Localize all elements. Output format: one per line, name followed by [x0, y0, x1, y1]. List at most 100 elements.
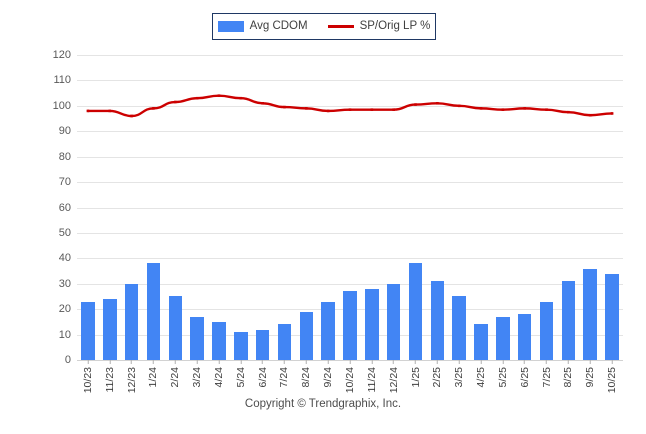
x-tick-mark: [480, 360, 482, 364]
bar[interactable]: [539, 301, 554, 360]
x-tick-label: 3/24: [190, 367, 203, 388]
line-path: [86, 94, 614, 118]
bar[interactable]: [408, 263, 423, 360]
x-tick-label: 10/24: [343, 367, 356, 394]
y-tick-label: 110: [53, 74, 71, 87]
x-tick-label: 6/25: [518, 367, 531, 388]
line-point-marker[interactable]: [108, 109, 112, 113]
x-tick-mark: [196, 360, 198, 364]
line-series-sp-orig-lp: [77, 55, 623, 360]
gridline: 60: [59, 202, 623, 214]
line-point-marker[interactable]: [523, 107, 527, 110]
y-tick-label: 100: [52, 99, 71, 112]
legend-label-sp-orig-lp: SP/Orig LP %: [359, 19, 431, 32]
x-tick-mark: [567, 360, 569, 364]
bar-series-avg-cdom: [77, 55, 623, 360]
line-point-marker[interactable]: [457, 104, 461, 108]
bar[interactable]: [146, 263, 161, 360]
x-tick-label: 4/24: [212, 367, 225, 388]
bar[interactable]: [190, 316, 204, 360]
line-point-marker[interactable]: [195, 96, 199, 100]
line-point-marker[interactable]: [501, 108, 505, 111]
y-tick-label: 10: [58, 328, 71, 341]
x-tick-label: 7/24: [278, 367, 291, 388]
x-tick-label: 3/25: [452, 367, 465, 388]
bar[interactable]: [124, 283, 139, 360]
x-tick-label: 5/25: [496, 367, 509, 388]
line-point-marker[interactable]: [348, 108, 352, 111]
x-tick: 2/24: [169, 360, 181, 387]
y-tick-label: 70: [58, 176, 71, 189]
x-tick-mark: [174, 360, 176, 364]
line-point-marker[interactable]: [479, 107, 483, 110]
y-tick-label: 90: [58, 125, 71, 138]
x-tick: 12/23: [125, 360, 137, 393]
bar[interactable]: [386, 283, 401, 360]
line-point-marker[interactable]: [370, 108, 374, 111]
x-tick: 6/24: [256, 360, 268, 387]
bar[interactable]: [583, 268, 597, 360]
line-point-marker[interactable]: [392, 108, 395, 111]
gridline: 100: [53, 100, 623, 112]
bar[interactable]: [517, 314, 532, 360]
line-point-marker[interactable]: [588, 113, 592, 117]
x-tick-mark: [152, 360, 154, 364]
x-tick-label: 7/25: [540, 367, 553, 388]
bar[interactable]: [321, 301, 335, 360]
x-tick: 9/25: [584, 360, 596, 387]
bar[interactable]: [365, 288, 379, 360]
bar[interactable]: [212, 321, 226, 360]
bar[interactable]: [81, 301, 95, 360]
line-point-marker[interactable]: [436, 101, 439, 105]
bar[interactable]: [255, 329, 270, 360]
line-point-marker[interactable]: [152, 107, 155, 110]
x-tick-label: 5/24: [234, 367, 247, 388]
line-point-marker[interactable]: [545, 108, 548, 111]
x-tick-mark: [327, 360, 329, 364]
bar[interactable]: [496, 316, 510, 360]
gridline: 90: [59, 125, 623, 137]
line-point-marker[interactable]: [567, 110, 570, 114]
x-tick-label: 8/24: [300, 367, 313, 388]
x-tick-mark: [458, 360, 460, 364]
bar[interactable]: [102, 299, 117, 360]
bar[interactable]: [452, 296, 466, 360]
x-tick-mark: [436, 360, 438, 364]
line-point-marker[interactable]: [610, 112, 614, 115]
bar[interactable]: [343, 291, 357, 360]
bar[interactable]: [234, 332, 248, 360]
line-point-marker[interactable]: [86, 109, 90, 113]
bar[interactable]: [168, 296, 183, 360]
line-point-marker[interactable]: [130, 114, 133, 118]
bar[interactable]: [474, 324, 488, 360]
line-point-marker[interactable]: [173, 100, 177, 104]
line-point-marker[interactable]: [239, 96, 243, 100]
x-tick: 11/24: [365, 360, 378, 393]
plot-area: 0 10 20 30 40 50 60 70 80 90 100 110 120: [53, 49, 623, 366]
x-tick: 6/25: [518, 360, 531, 388]
bar[interactable]: [561, 281, 576, 360]
gridline: 50: [59, 227, 623, 239]
gridline: 30: [59, 278, 623, 290]
legend-entry-avg-cdom[interactable]: Avg CDOM: [217, 20, 308, 33]
line-point-marker[interactable]: [326, 109, 330, 113]
legend-entry-sp-orig-lp[interactable]: SP/Orig LP %: [327, 19, 431, 33]
y-tick-label: 80: [58, 150, 71, 163]
x-tick-mark: [87, 360, 89, 364]
line-point-marker[interactable]: [283, 105, 286, 109]
x-tick: 12/24: [387, 360, 399, 393]
x-tick: 1/24: [147, 360, 159, 387]
bar[interactable]: [605, 273, 619, 360]
bar[interactable]: [277, 324, 292, 360]
line-point-marker[interactable]: [261, 101, 264, 105]
bar[interactable]: [430, 281, 445, 360]
x-tick-label: 11/24: [365, 367, 378, 393]
bar[interactable]: [299, 311, 314, 360]
line-point-marker[interactable]: [305, 107, 308, 110]
x-tick-label: 8/25: [562, 367, 575, 388]
x-tick-mark: [349, 360, 351, 364]
line-point-marker[interactable]: [414, 103, 417, 106]
line-point-marker[interactable]: [217, 94, 221, 97]
y-tick-label: 0: [64, 354, 71, 366]
